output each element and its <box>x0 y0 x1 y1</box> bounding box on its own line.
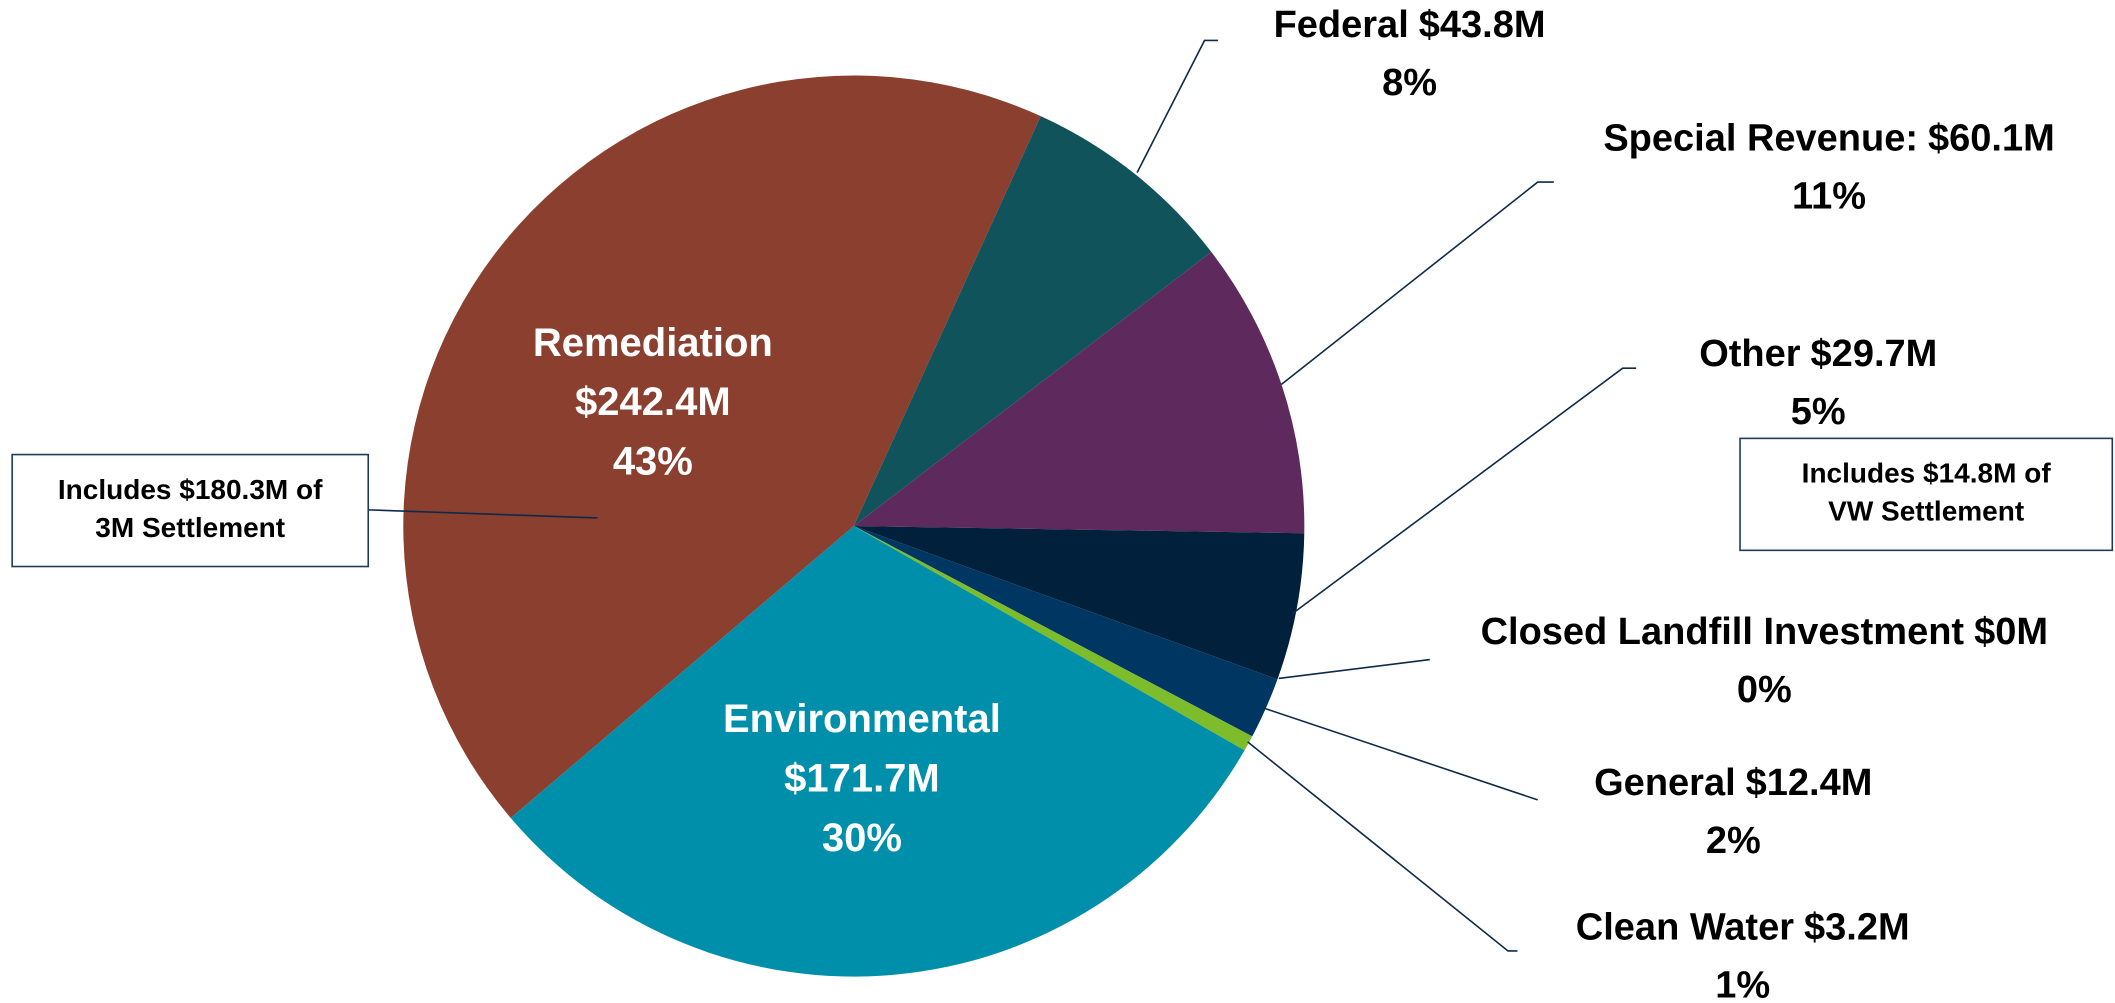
slice-label: Clean Water $3.2M <box>1576 906 1910 948</box>
percent-label: 1% <box>1715 964 1770 1003</box>
leader-line <box>1280 181 1554 386</box>
percent-label: 0% <box>1737 669 1792 711</box>
slice-label: Remediation <box>533 321 773 365</box>
value-label: $60.1M <box>1928 117 2055 159</box>
percent-label: 43% <box>613 440 693 484</box>
value-label: $0M <box>1974 611 2048 653</box>
category-name: Clean Water <box>1576 906 1794 948</box>
pie-slice <box>853 526 1278 737</box>
value-label: $12.4M <box>1746 762 1873 804</box>
percent-label: 11% <box>1792 175 1866 217</box>
category-name: Federal <box>1274 4 1409 46</box>
pie-slice <box>853 116 1212 527</box>
percent-label: 30% <box>822 816 902 860</box>
leader-line <box>368 509 598 519</box>
percent-label: 5% <box>1791 391 1846 433</box>
category-name: Other <box>1699 333 1801 375</box>
value-label: $43.8M <box>1419 4 1546 46</box>
percent-label: 2% <box>1706 820 1761 862</box>
value-label: $171.7M <box>784 757 940 801</box>
value-label: $242.4M <box>575 380 731 424</box>
leader-line <box>1278 658 1430 680</box>
slice-label: General $12.4M <box>1594 762 1872 804</box>
leader-line <box>1291 367 1637 615</box>
pie-slice <box>510 526 1245 977</box>
leader-line <box>1263 707 1538 801</box>
pie-slice <box>853 526 1253 751</box>
slice-label: Federal $43.8M <box>1274 4 1546 46</box>
category-name: General <box>1594 762 1736 804</box>
note-box <box>11 453 370 568</box>
slice-label: Other $29.7M <box>1699 333 1937 375</box>
slice-label: Special Revenue: $60.1M <box>1603 117 2054 159</box>
slice-label: Environmental <box>723 697 1001 741</box>
slice-label: Closed Landfill Investment $0M <box>1481 611 2048 653</box>
category-name: Special Revenue: <box>1603 117 1918 159</box>
note-text: 3M Settlement <box>95 512 285 543</box>
leader-line <box>1136 39 1219 174</box>
pie-slice <box>403 75 1041 819</box>
pie-slice <box>853 526 1305 680</box>
note-box <box>1739 437 2114 552</box>
leader-line <box>1247 741 1518 952</box>
value-label: $29.7M <box>1811 333 1938 375</box>
percent-label: 8% <box>1382 62 1437 104</box>
value-label: $3.2M <box>1804 906 1910 948</box>
note-text: VW Settlement <box>1828 496 2024 527</box>
note-text: Includes $180.3M of <box>58 474 323 505</box>
category-name: Closed Landfill Investment <box>1481 611 1965 653</box>
pie-slice <box>853 251 1305 534</box>
note-text: Includes $14.8M of <box>1802 458 2052 489</box>
